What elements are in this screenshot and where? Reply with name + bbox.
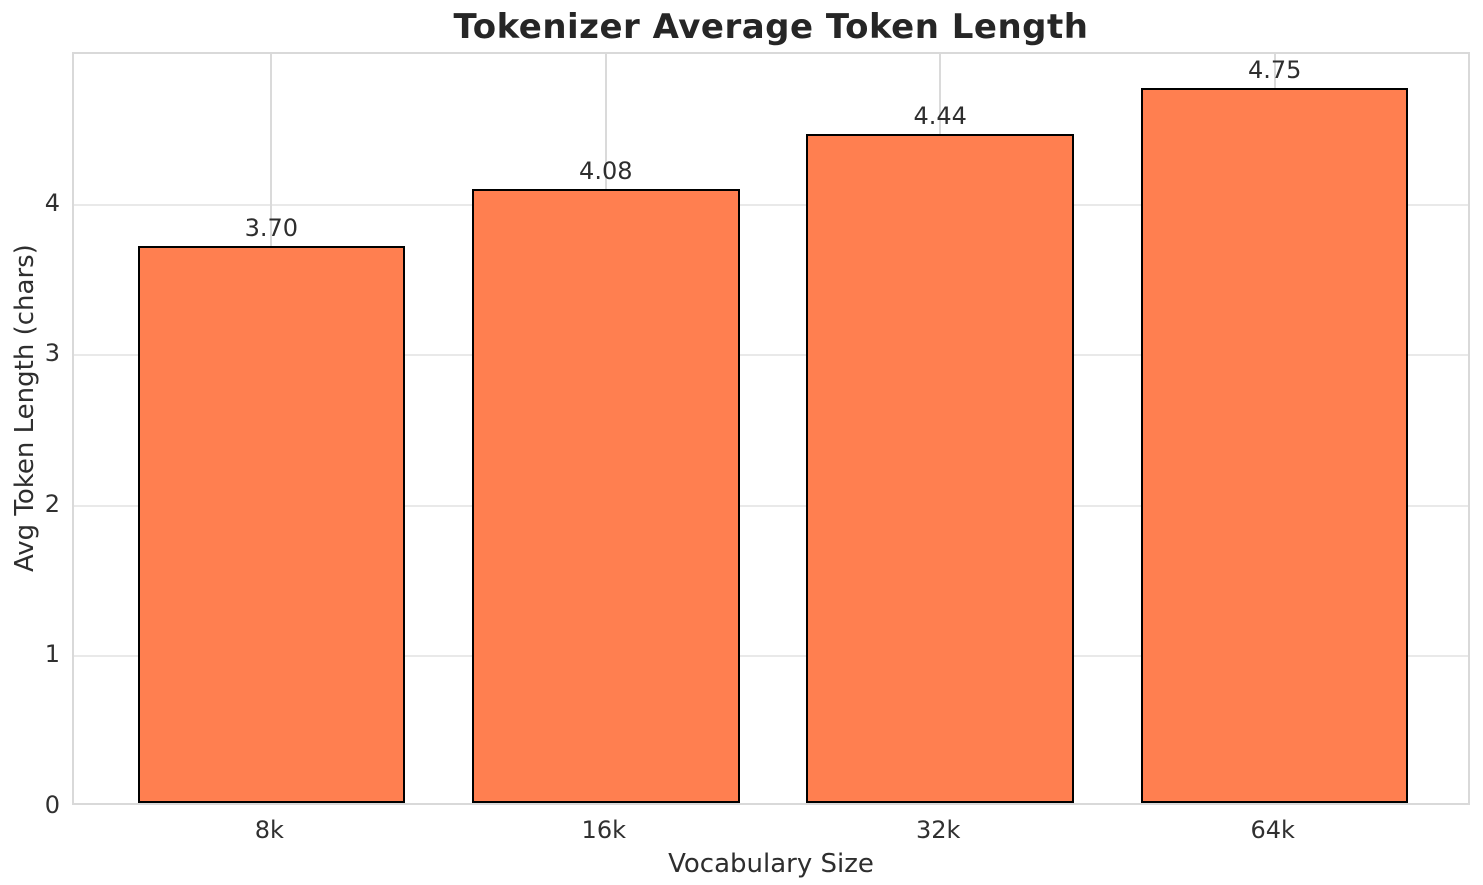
bar-value-label: 4.44 <box>913 102 967 131</box>
bar-value-label: 4.75 <box>1247 55 1302 84</box>
y-tick-label: 3 <box>44 339 60 368</box>
x-tick-label: 32k <box>916 816 961 844</box>
bar-16k <box>471 188 740 803</box>
horizontal-gridline <box>74 203 1468 206</box>
x-tick-label: 64k <box>1250 816 1295 844</box>
x-tick-label: 16k <box>581 816 626 844</box>
x-tick-label: 8k <box>254 816 284 844</box>
horizontal-gridline <box>74 655 1468 658</box>
y-tick-label: 4 <box>44 188 60 217</box>
plot-area: 3.70 4.08 4.44 4.75 <box>72 52 1470 805</box>
bar-value-label: 4.08 <box>579 156 633 185</box>
bar-value-label: 3.70 <box>244 213 299 242</box>
y-tick-label: 0 <box>44 791 60 819</box>
horizontal-gridline <box>74 354 1468 357</box>
y-tick-label: 1 <box>44 640 60 669</box>
horizontal-gridline <box>74 504 1468 507</box>
bar-32k <box>806 134 1074 803</box>
x-axis-label: Vocabulary Size <box>668 849 874 879</box>
y-tick-label: 2 <box>44 489 60 518</box>
chart-title: Tokenizer Average Token Length <box>453 7 1089 47</box>
y-axis-label: Avg Token Length (chars) <box>10 244 40 572</box>
bar-64k <box>1140 87 1409 803</box>
bar-8k <box>137 245 406 803</box>
